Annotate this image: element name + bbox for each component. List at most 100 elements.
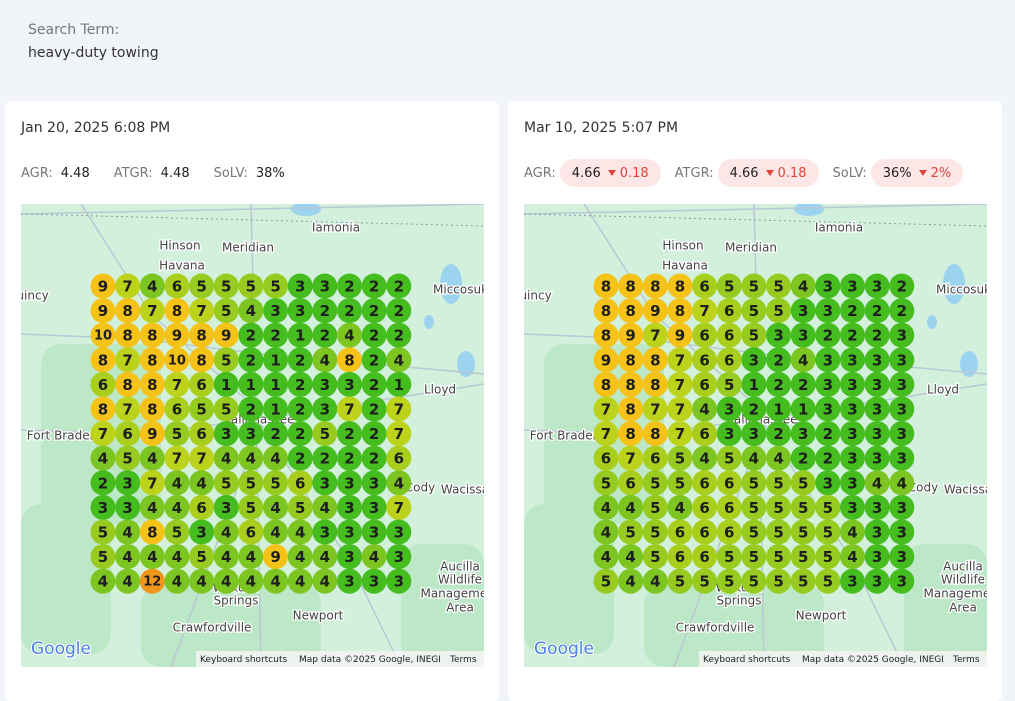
rank-pin [889,298,915,324]
rank-value: 9 [625,327,635,345]
rank-pin [840,445,865,471]
rank-value: 2 [246,401,256,419]
rank-pin [692,371,718,397]
rank-value: 5 [196,548,206,566]
rank-pin [139,445,165,471]
rank-pin [287,494,313,520]
rank-value: 6 [724,524,734,542]
rank-pin [189,273,215,299]
rank-pin [790,396,816,422]
rank-value: 4 [147,450,157,468]
rank-value: 3 [196,524,206,542]
rank-pin [642,322,668,348]
rank-value: 4 [98,573,108,591]
rank-value: 3 [823,351,833,369]
rank-pin [618,322,644,348]
rank-pin [238,470,264,496]
map-label: Wacissa [441,483,484,497]
rank-pin [164,273,190,299]
rank-value: 2 [344,302,354,320]
map-label: Havana [662,259,708,273]
rank-value: 3 [872,376,882,394]
rank-value: 5 [749,548,759,566]
rank-pin [312,273,338,299]
rank-value: 2 [295,376,305,394]
rank-value: 6 [246,524,256,542]
rank-value: 5 [773,524,783,542]
rank-value: 10 [168,353,186,368]
rank-pin [593,519,619,545]
rank-pin [618,371,644,397]
rank-pin [287,568,313,594]
map-label: Quincy [21,289,49,303]
rank-value: 2 [394,327,404,345]
rank-pin [337,544,362,570]
rank-pin [238,347,264,373]
metric-change: 0.18 [777,165,807,181]
rank-pin [864,445,890,471]
rank-value: 3 [872,450,882,468]
report-date: Mar 10, 2025 5:07 PM [524,120,679,136]
rank-value: 4 [122,573,132,591]
metric-change: 0.18 [619,165,649,181]
arrow-shape [765,170,774,176]
rank-pin [642,494,668,520]
rank-value: 1 [749,376,759,394]
rank-pin [815,421,841,447]
rank-value: 5 [749,278,759,296]
rank-pin [618,298,644,324]
rank-value: 3 [394,524,404,542]
rank-value: 6 [196,376,206,394]
rank-pin [263,470,289,496]
rank-pin [692,421,718,447]
rank-pin [115,298,141,324]
rank-pin [593,421,619,447]
rank-value: 5 [773,573,783,591]
rank-value: 5 [172,524,182,542]
map-label: Crawfordville [173,621,252,635]
rank-value: 3 [847,425,857,443]
rank-pin [618,544,644,570]
rank-pin [692,445,718,471]
rank-pin [815,445,841,471]
rank-value: 2 [897,302,907,320]
rank-pin [766,445,792,471]
map-label: Management [923,587,987,601]
rank-pin [189,371,215,397]
rank-value: 2 [773,425,783,443]
rank-value: 7 [675,401,685,419]
rank-value: 6 [724,474,734,492]
rank-value: 7 [601,425,611,443]
rank-value: 4 [394,351,404,369]
rank-value: 3 [798,302,808,320]
rank-value: 3 [872,401,882,419]
rank-pin [337,298,362,324]
rank-pin [840,470,865,496]
metric-value: 4.66 0.18 [559,159,661,187]
rank-value: 6 [699,351,709,369]
map-label: Cody [908,481,938,495]
google-logo: Google [31,639,91,659]
rank-value: 8 [601,278,611,296]
rank-value: 8 [650,425,660,443]
rank-pin [618,568,644,594]
road [524,204,987,215]
map-label: Miccosukee [936,283,987,297]
rank-value: 2 [798,376,808,394]
rank-value: 3 [221,425,231,443]
rank-pin [337,519,362,545]
search-label: Search Term: [28,22,120,38]
rank-pin [815,494,841,520]
report-card: Mar 10, 2025 5:07 PM AGR: 4.66 0.18 ATGR: 4.6… [508,101,1002,701]
rank-pin [741,544,767,570]
rank-pin [741,298,767,324]
rank-value: 2 [369,351,379,369]
rank-pin [386,396,412,422]
metric-label: AGR: [21,165,53,181]
rank-pin [889,470,915,496]
rank-value: 5 [196,401,206,419]
rank-pin [790,322,816,348]
rank-pin [361,544,387,570]
rank-value: 7 [196,302,206,320]
rank-pin [790,568,816,594]
